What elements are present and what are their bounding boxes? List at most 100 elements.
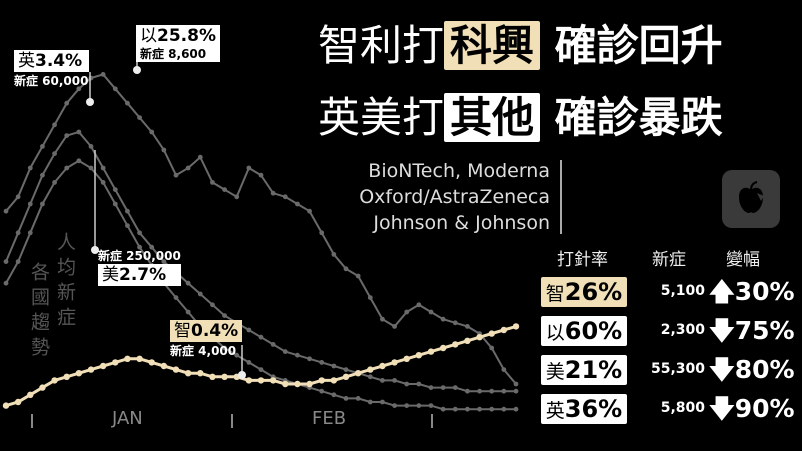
series-point-1 bbox=[404, 381, 410, 387]
series-point-2 bbox=[222, 345, 227, 351]
annotation-us-cases: 新症 250,000 bbox=[98, 249, 181, 263]
series-point-3 bbox=[148, 359, 155, 366]
series-point-3 bbox=[403, 355, 410, 362]
series-point-0 bbox=[295, 201, 300, 207]
series-point-3 bbox=[124, 355, 131, 362]
series-point-2 bbox=[428, 403, 434, 408]
arrow-up-icon: 🡅 bbox=[709, 277, 735, 306]
table-row: 以60% 2,300 🡇75% bbox=[541, 316, 795, 348]
series-point-0 bbox=[282, 194, 288, 200]
series-point-0 bbox=[27, 165, 33, 171]
series-point-0 bbox=[112, 86, 118, 92]
cases-value: 5,800 bbox=[660, 400, 705, 416]
rate-badge: 以60% bbox=[541, 316, 627, 346]
series-point-0 bbox=[452, 320, 458, 326]
series-point-1 bbox=[477, 388, 482, 394]
series-point-3 bbox=[512, 323, 520, 330]
headline-line-2: 英美打 其他 確診暴跌 bbox=[318, 92, 723, 144]
series-point-3 bbox=[306, 380, 313, 388]
table-row: 智26% 5,100 🡅30% bbox=[541, 277, 795, 309]
table-row: 美21% 55,300 🡇80% bbox=[541, 355, 795, 387]
series-point-0 bbox=[367, 295, 373, 300]
annotation-chile-cases: 新症 4,000 bbox=[170, 344, 237, 358]
series-point-1 bbox=[367, 374, 373, 380]
rate-value: 60% bbox=[564, 317, 623, 345]
series-point-0 bbox=[404, 309, 410, 315]
series-point-1 bbox=[161, 259, 167, 264]
series-point-1 bbox=[331, 363, 337, 369]
series-point-0 bbox=[307, 208, 312, 214]
series-point-0 bbox=[161, 147, 167, 153]
series-point-2 bbox=[452, 406, 458, 412]
series-point-3 bbox=[476, 334, 483, 341]
series-point-2 bbox=[15, 259, 21, 264]
country: 美 bbox=[545, 361, 565, 383]
series-point-3 bbox=[209, 373, 216, 380]
series-point-2 bbox=[440, 406, 446, 412]
series-point-2 bbox=[64, 165, 70, 171]
apple-logo-icon bbox=[722, 170, 780, 228]
series-point-3 bbox=[99, 362, 107, 370]
series-point-1 bbox=[185, 280, 191, 286]
series-point-2 bbox=[319, 388, 325, 394]
cases-value: 5,100 bbox=[660, 283, 705, 299]
series-point-1 bbox=[392, 378, 397, 383]
series-point-0 bbox=[100, 72, 106, 77]
annotation-dot bbox=[238, 371, 246, 379]
series-point-3 bbox=[452, 341, 459, 348]
series-point-0 bbox=[185, 165, 191, 171]
series-point-1 bbox=[197, 291, 203, 297]
headline-1-highlight: 科興 bbox=[444, 21, 541, 70]
divider bbox=[560, 160, 562, 234]
series-point-0 bbox=[15, 194, 21, 200]
series-point-2 bbox=[343, 396, 349, 401]
country: 以 bbox=[545, 322, 565, 344]
cases-value: 2,300 bbox=[660, 322, 705, 338]
series-point-2 bbox=[489, 406, 495, 412]
series-point-0 bbox=[258, 172, 264, 178]
change-cell: 🡇90% bbox=[709, 394, 795, 424]
series-point-0 bbox=[234, 194, 240, 200]
annotation-us-rate: 美2.7% bbox=[98, 264, 181, 286]
series-point-3 bbox=[63, 373, 70, 380]
series-point-0 bbox=[173, 172, 179, 178]
series-point-2 bbox=[76, 158, 82, 164]
series-point-3 bbox=[500, 326, 508, 334]
series-point-0 bbox=[222, 187, 227, 193]
series-point-2 bbox=[234, 352, 240, 358]
series-point-3 bbox=[415, 352, 423, 359]
rate-value: 21% bbox=[564, 356, 623, 384]
series-point-2 bbox=[355, 396, 361, 401]
header-rate: 打針率 bbox=[557, 250, 608, 270]
series-point-2 bbox=[501, 406, 507, 412]
series-point-1 bbox=[258, 334, 264, 340]
series-point-0 bbox=[380, 316, 385, 322]
series-point-3 bbox=[464, 337, 471, 344]
annotation-chile-rate: 智0.4% bbox=[170, 320, 243, 342]
series-point-1 bbox=[27, 201, 33, 207]
series-point-2 bbox=[416, 403, 422, 408]
series-point-0 bbox=[465, 324, 470, 329]
series-point-1 bbox=[319, 360, 325, 365]
series-point-1 bbox=[246, 327, 252, 333]
series-point-3 bbox=[427, 348, 435, 355]
series-point-2 bbox=[392, 403, 397, 408]
series-point-0 bbox=[355, 273, 361, 279]
series-point-3 bbox=[330, 377, 338, 384]
series-point-2 bbox=[173, 295, 179, 300]
series-point-1 bbox=[380, 378, 385, 383]
series-point-1 bbox=[88, 144, 94, 149]
series-point-0 bbox=[64, 100, 70, 106]
series-point-1 bbox=[137, 230, 142, 236]
vaccine-list: BioNTech, Moderna Oxford/AstraZeneca Joh… bbox=[345, 158, 550, 236]
arrow-down-icon: 🡇 bbox=[709, 355, 735, 384]
series-point-3 bbox=[87, 366, 95, 373]
series-point-0 bbox=[416, 302, 422, 308]
series-point-3 bbox=[318, 377, 325, 384]
series-point-1 bbox=[307, 356, 312, 362]
series-point-2 bbox=[112, 201, 118, 207]
series-point-0 bbox=[343, 266, 349, 272]
rate-badge: 智26% bbox=[541, 277, 627, 307]
arrow-down-icon: 🡇 bbox=[709, 394, 735, 423]
series-point-1 bbox=[210, 302, 215, 308]
